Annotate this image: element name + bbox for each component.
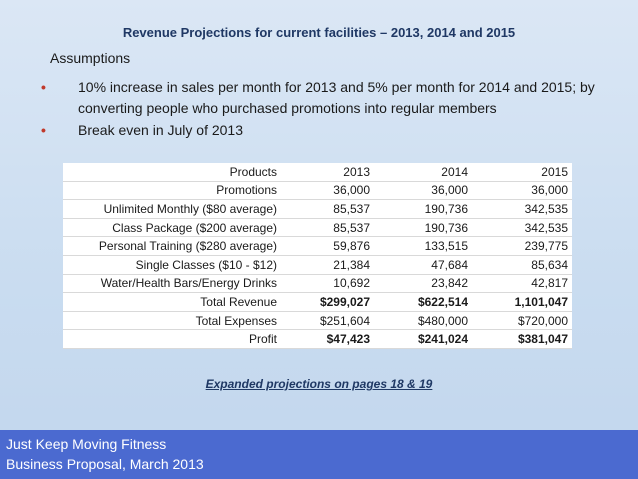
bullet-icon: • bbox=[41, 122, 46, 138]
cell-2015: 85,634 bbox=[472, 255, 572, 275]
assumptions-heading: Assumptions bbox=[50, 50, 131, 66]
header-2015: 2015 bbox=[472, 163, 572, 182]
cell-2013: 36,000 bbox=[281, 181, 374, 201]
cell-2015: $720,000 bbox=[472, 311, 572, 331]
cell-2014: 23,842 bbox=[374, 274, 472, 294]
cell-2014: 47,684 bbox=[374, 255, 472, 275]
footer-subtitle: Business Proposal, March 2013 bbox=[6, 456, 204, 472]
cell-2015: 342,535 bbox=[472, 218, 572, 238]
table-row: Class Package ($200 average) 85,537 190,… bbox=[63, 218, 572, 238]
row-label: Class Package ($200 average) bbox=[63, 218, 281, 238]
table-row-profit: Profit $47,423 $241,024 $381,047 bbox=[63, 329, 572, 349]
cell-2013: 21,384 bbox=[281, 255, 374, 275]
row-label: Water/Health Bars/Energy Drinks bbox=[63, 274, 281, 294]
cell-2014: $241,024 bbox=[374, 329, 472, 349]
cell-2013: $47,423 bbox=[281, 329, 374, 349]
table-row: Unlimited Monthly ($80 average) 85,537 1… bbox=[63, 199, 572, 219]
table-row-total-revenue: Total Revenue $299,027 $622,514 1,101,04… bbox=[63, 292, 572, 312]
cell-2015: 1,101,047 bbox=[472, 292, 572, 312]
table-row-total-expenses: Total Expenses $251,604 $480,000 $720,00… bbox=[63, 311, 572, 331]
cell-2013: 10,692 bbox=[281, 274, 374, 294]
assumption-bullet-1: 10% increase in sales per month for 2013… bbox=[78, 79, 595, 116]
cell-2014: $622,514 bbox=[374, 292, 472, 312]
cell-2013: 85,537 bbox=[281, 199, 374, 219]
cell-2015: 42,817 bbox=[472, 274, 572, 294]
row-label: Single Classes ($10 - $12) bbox=[63, 255, 281, 275]
cell-2013: 85,537 bbox=[281, 218, 374, 238]
cell-2014: 190,736 bbox=[374, 199, 472, 219]
row-label: Unlimited Monthly ($80 average) bbox=[63, 199, 281, 219]
header-2014: 2014 bbox=[374, 163, 472, 182]
row-label: Promotions bbox=[63, 181, 281, 201]
expanded-projections-note: Expanded projections on pages 18 & 19 bbox=[205, 377, 433, 391]
table-row: Single Classes ($10 - $12) 21,384 47,684… bbox=[63, 255, 572, 275]
slide-title: Revenue Projections for current faciliti… bbox=[122, 25, 516, 40]
row-label: Personal Training ($280 average) bbox=[63, 236, 281, 256]
row-label: Total Revenue bbox=[63, 292, 281, 312]
cell-2013: 59,876 bbox=[281, 236, 374, 256]
table-header-row: Products 2013 2014 2015 bbox=[63, 163, 572, 182]
cell-2015: 36,000 bbox=[472, 181, 572, 201]
cell-2014: 36,000 bbox=[374, 181, 472, 201]
header-products: Products bbox=[63, 163, 281, 182]
cell-2013: $251,604 bbox=[281, 311, 374, 331]
revenue-table: Products 2013 2014 2015 Promotions 36,00… bbox=[63, 163, 572, 349]
footer-company: Just Keep Moving Fitness bbox=[6, 436, 167, 452]
cell-2014: 190,736 bbox=[374, 218, 472, 238]
cell-2015: 342,535 bbox=[472, 199, 572, 219]
row-label: Total Expenses bbox=[63, 311, 281, 331]
header-2013: 2013 bbox=[281, 163, 374, 182]
cell-2014: 133,515 bbox=[374, 236, 472, 256]
cell-2014: $480,000 bbox=[374, 311, 472, 331]
cell-2015: $381,047 bbox=[472, 329, 572, 349]
table-row: Water/Health Bars/Energy Drinks 10,692 2… bbox=[63, 274, 572, 294]
cell-2015: 239,775 bbox=[472, 236, 572, 256]
assumption-bullet-2: Break even in July of 2013 bbox=[78, 122, 243, 138]
footer-bar: Just Keep Moving Fitness Business Propos… bbox=[0, 430, 638, 479]
table-row: Promotions 36,000 36,000 36,000 bbox=[63, 181, 572, 201]
row-label: Profit bbox=[63, 329, 281, 349]
table-row: Personal Training ($280 average) 59,876 … bbox=[63, 236, 572, 256]
cell-2013: $299,027 bbox=[281, 292, 374, 312]
bullet-icon: • bbox=[41, 79, 46, 95]
